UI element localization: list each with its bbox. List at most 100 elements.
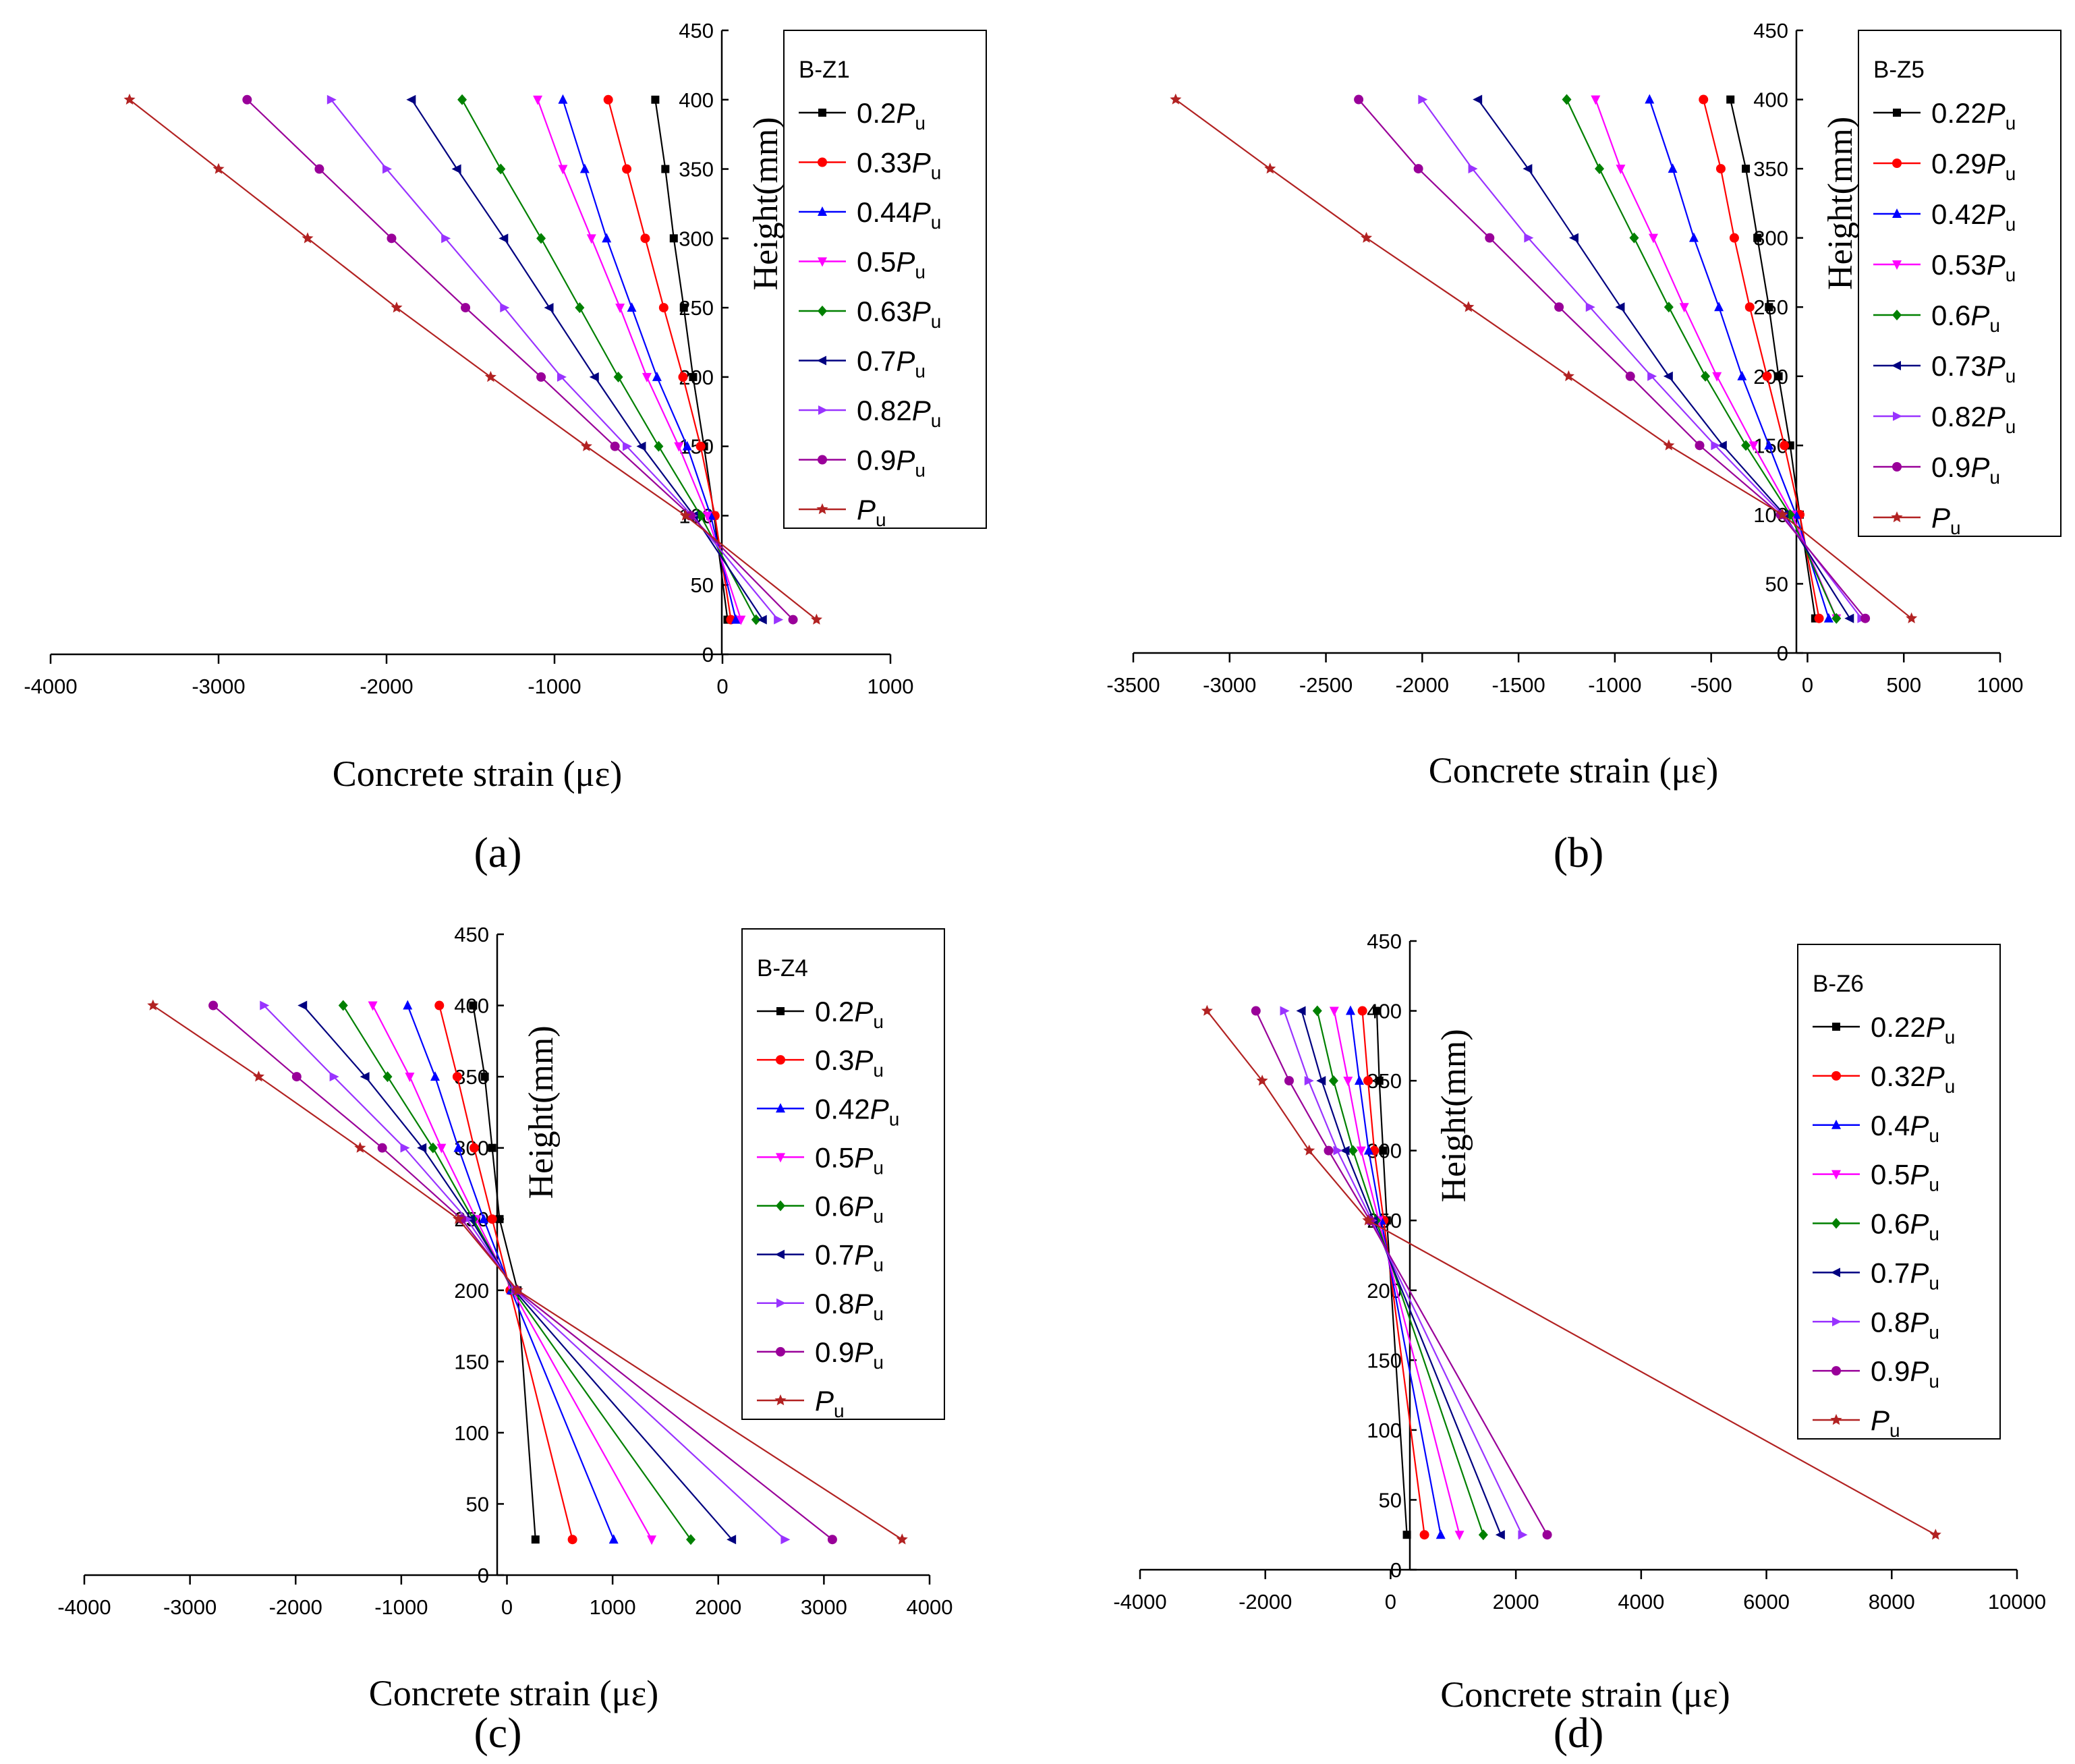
x-tick-label: -2000 — [360, 675, 413, 698]
legend-coef: 0.5 — [857, 246, 896, 278]
data-point — [1348, 1145, 1358, 1156]
x-axis-label: Concrete strain (με) — [369, 1673, 658, 1713]
legend-label: 0.4Pu — [1871, 1110, 1939, 1146]
legend-p-symbol: P — [857, 494, 876, 525]
legend-item: 0.22Pu — [1873, 97, 2016, 134]
legend-u-subscript: u — [2006, 366, 2016, 387]
legend-p-symbol: P — [854, 1288, 873, 1319]
y-tick-label: 0 — [1777, 642, 1788, 665]
legend-item: 0.82Pu — [1873, 401, 2016, 437]
data-point — [689, 372, 698, 381]
data-point — [686, 1534, 696, 1545]
data-point — [567, 1535, 577, 1545]
data-point — [1304, 1076, 1314, 1086]
data-point — [1363, 1145, 1373, 1155]
data-point — [297, 1000, 308, 1011]
data-point — [674, 442, 684, 452]
data-point — [208, 1000, 219, 1011]
data-point — [1419, 1530, 1429, 1540]
y-tick-label: 50 — [466, 1492, 489, 1516]
data-point — [1929, 1529, 1941, 1540]
data-point — [1562, 94, 1572, 105]
legend-label: 0.53Pu — [1931, 249, 2016, 285]
legend-item: 0.44Pu — [799, 196, 941, 233]
legend-label: Pu — [1931, 502, 1961, 538]
x-tick-label: -4000 — [24, 675, 77, 698]
legend-title: B-Z4 — [757, 955, 808, 981]
legend-item: 0.7Pu — [1813, 1257, 1939, 1293]
series-line — [1730, 99, 1816, 619]
data-point — [1615, 302, 1625, 312]
legend-marker — [1831, 1268, 1840, 1278]
legend-coef: 0.9 — [1931, 451, 1970, 483]
data-point — [1774, 372, 1783, 380]
legend-label: 0.63Pu — [857, 295, 941, 332]
chart-c: -4000 -3000 -2000 -1000 0 1000 2000 3000 4000 0 50… — [57, 923, 953, 1713]
data-point — [1402, 1531, 1411, 1539]
data-point — [1340, 1145, 1350, 1156]
x-tick-label: 2000 — [1493, 1590, 1539, 1614]
legend-u-subscript: u — [1950, 517, 1961, 538]
legend-p-symbol: P — [1970, 451, 1989, 483]
data-point — [622, 164, 632, 174]
legend-coef: 0.8 — [815, 1288, 854, 1319]
legend-item: Pu — [757, 1385, 845, 1421]
x-tick-label: 10000 — [1988, 1590, 2046, 1614]
legend-label: 0.5Pu — [815, 1141, 884, 1178]
x-axis-label: Concrete strain (με) — [1440, 1674, 1730, 1715]
legend-coef: 0.7 — [857, 345, 896, 377]
data-point — [1280, 1006, 1290, 1016]
data-point — [536, 233, 546, 244]
data-point — [731, 614, 741, 624]
y-tick-label: 350 — [679, 158, 714, 181]
data-point — [441, 233, 451, 244]
legend-label: 0.9Pu — [857, 445, 926, 481]
legend-item: 0.3Pu — [757, 1044, 884, 1081]
legend-item: 0.2Pu — [799, 97, 926, 134]
data-point — [457, 94, 467, 105]
legend-u-subscript: u — [873, 1060, 884, 1081]
data-point — [469, 1143, 479, 1153]
data-point — [1591, 95, 1601, 105]
caption-a: (a) — [474, 828, 521, 876]
data-point — [354, 1141, 366, 1153]
x-tick-label: -1000 — [1588, 673, 1641, 697]
y-tick-label: 450 — [1367, 930, 1402, 953]
legend-u-subscript: u — [1889, 1420, 1900, 1441]
x-tick-label: -2000 — [269, 1595, 322, 1619]
x-tick-label: 500 — [1886, 673, 1921, 697]
data-point — [360, 1072, 370, 1082]
legend-p-symbol: P — [1926, 1060, 1945, 1092]
legend-marker — [1830, 1414, 1842, 1425]
legend-label: 0.7Pu — [815, 1239, 884, 1276]
x-tick-label: -3500 — [1106, 673, 1160, 697]
legend-item: Pu — [799, 494, 886, 530]
data-point — [1625, 371, 1635, 381]
legend-label: 0.6Pu — [815, 1191, 884, 1227]
legend-p-symbol: P — [1987, 97, 2006, 129]
data-point — [1462, 301, 1475, 312]
data-point — [531, 1535, 540, 1544]
series-line — [438, 1005, 573, 1540]
x-tick-label: -3000 — [1203, 673, 1256, 697]
data-point — [642, 372, 652, 382]
data-point — [1303, 1144, 1315, 1156]
data-point — [430, 1071, 440, 1081]
data-point — [1663, 371, 1673, 381]
data-point — [1316, 1076, 1326, 1086]
legend-label: 0.29Pu — [1931, 148, 2016, 184]
legend-label: 0.9Pu — [1871, 1355, 1939, 1392]
series-line — [1421, 98, 1863, 619]
x-tick-label: -1000 — [374, 1595, 428, 1619]
data-point — [417, 1143, 427, 1153]
legend-coef: 0.2 — [857, 97, 896, 129]
legend-u-subscript: u — [1929, 1371, 1939, 1392]
legend-label: 0.32Pu — [1871, 1060, 1955, 1097]
data-point — [326, 94, 337, 105]
legend-label: 0.44Pu — [857, 196, 941, 233]
legend-marker — [1892, 310, 1902, 320]
legend-title: B-Z6 — [1813, 971, 1864, 997]
legend-item: 0.42Pu — [1873, 198, 2016, 235]
legend-marker — [1893, 109, 1901, 117]
